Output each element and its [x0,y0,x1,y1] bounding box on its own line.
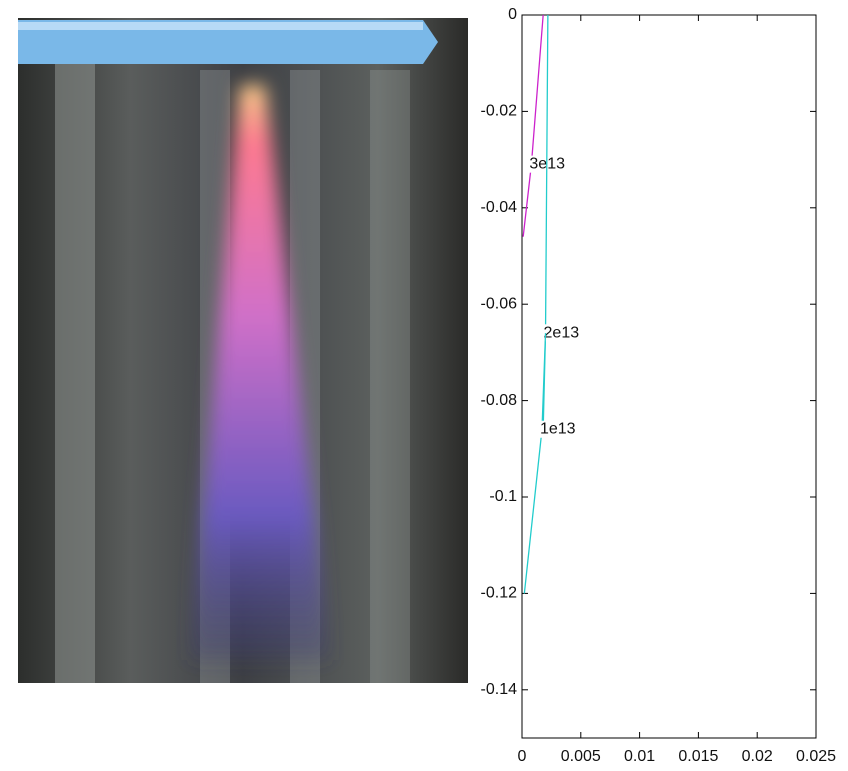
photo [18,18,468,683]
y-tick-label: -0.1 [489,488,517,505]
x-tick-label: 0.005 [561,748,601,765]
contour-label: 1e13 [540,421,576,438]
x-tick-label: 0 [518,748,527,765]
x-tick-label: 0.025 [796,748,836,765]
x-tick-label: 0.02 [742,748,773,765]
y-tick-label: -0.04 [481,199,518,216]
y-tick-label: -0.14 [481,681,518,698]
contour-label: 2e13 [544,324,580,341]
x-tick-label: 0.015 [678,748,718,765]
contour-label-bg [538,420,577,438]
y-tick-label: -0.12 [481,585,518,602]
x-tick-label: 0.01 [624,748,655,765]
axes-box [521,14,817,739]
y-tick-label: -0.02 [481,103,518,120]
contour-label-bg [542,324,581,342]
y-tick-label: -0.06 [481,295,518,312]
contour-line [523,333,547,594]
contour-line [522,14,544,237]
y-tick-label: -0.08 [481,392,518,409]
y-tick-label: 0 [508,6,517,23]
